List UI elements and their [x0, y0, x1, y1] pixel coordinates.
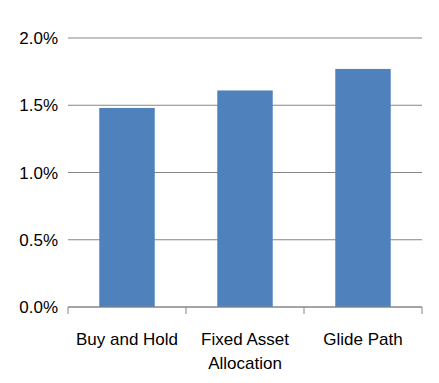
label-line: Allocation — [208, 354, 282, 373]
grid-line — [68, 307, 422, 308]
y-tick-label: 0.5% — [19, 231, 58, 250]
bar — [99, 108, 154, 307]
x-tick — [186, 307, 187, 314]
x-tick-label: Fixed Asset Allocation — [201, 330, 289, 373]
x-tick — [68, 307, 69, 314]
x-tick — [304, 307, 305, 314]
label-line: Buy and Hold — [76, 330, 178, 349]
x-axis — [68, 307, 422, 308]
bar — [335, 69, 390, 307]
bars — [99, 69, 390, 307]
x-tick-label: Buy and Hold — [76, 330, 178, 349]
grid-line — [68, 38, 422, 39]
label-line: Fixed Asset — [201, 330, 289, 349]
label-line: Glide Path — [323, 330, 402, 349]
y-tick-label: 0.0% — [19, 298, 58, 317]
y-tick-label: 2.0% — [19, 29, 58, 48]
chart: 0.0% 0.5% 1.0% 1.5% 2.0% Buy and Hold Fixed As… — [0, 0, 439, 383]
x-tick-label: Glide Path — [323, 330, 402, 349]
y-tick-label: 1.0% — [19, 164, 58, 183]
x-tick — [422, 307, 423, 314]
bar — [217, 90, 272, 307]
y-tick-label: 1.5% — [19, 96, 58, 115]
